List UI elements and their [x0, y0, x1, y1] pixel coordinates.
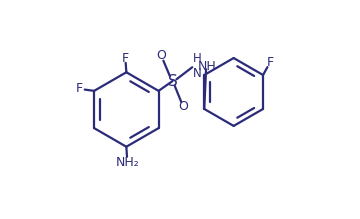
Text: H
N: H N — [193, 52, 202, 80]
Text: F: F — [266, 56, 274, 69]
Text: NH₂: NH₂ — [116, 156, 139, 169]
Text: O: O — [156, 49, 166, 62]
Text: F: F — [76, 82, 83, 95]
Text: NH: NH — [198, 60, 216, 73]
Text: F: F — [122, 51, 129, 65]
Text: O: O — [178, 100, 188, 113]
Text: S: S — [168, 74, 177, 88]
